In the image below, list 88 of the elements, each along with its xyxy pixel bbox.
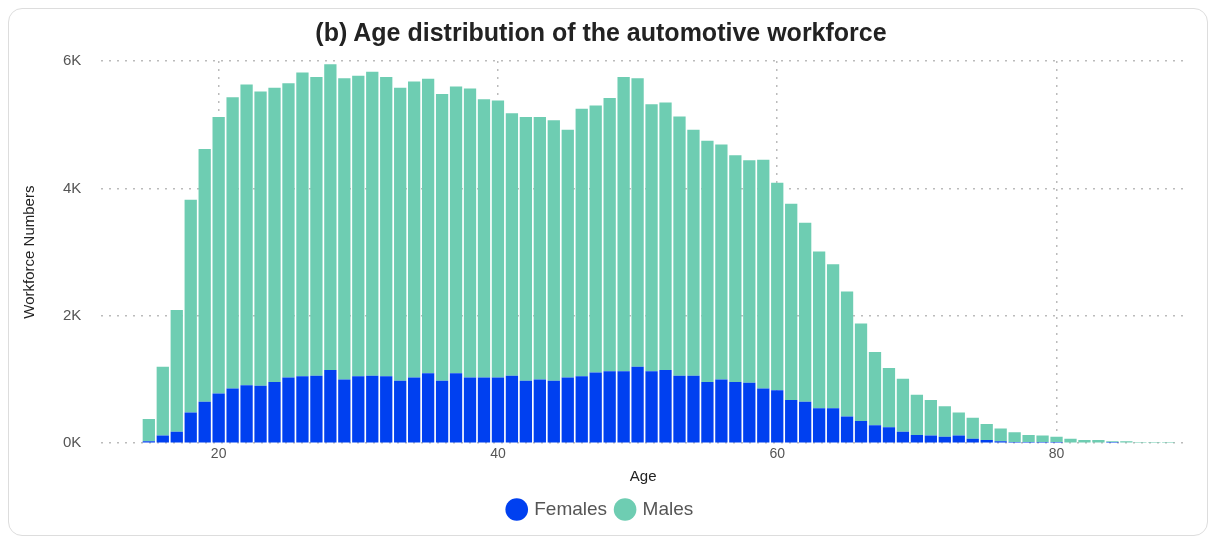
- bar: [854, 323, 868, 421]
- bar: [561, 377, 574, 443]
- bar: [449, 373, 463, 443]
- bar: [380, 376, 393, 443]
- bar: [533, 379, 546, 443]
- bar: [463, 377, 477, 443]
- bar: [575, 376, 588, 443]
- bar: [868, 352, 882, 426]
- bar: [198, 401, 211, 443]
- x-axis-title: Age: [629, 467, 657, 485]
- bar: [882, 427, 896, 443]
- bar: [394, 380, 407, 443]
- bar: [547, 380, 560, 443]
- bar: [882, 368, 896, 428]
- bar: [170, 431, 183, 443]
- x-tick-label: 80: [1048, 445, 1065, 462]
- bar: [868, 425, 882, 443]
- bar: [435, 94, 449, 381]
- y-tick-label: 2K: [62, 305, 82, 323]
- bar: [170, 310, 183, 432]
- bar: [156, 366, 169, 436]
- y-tick-label: 0K: [62, 433, 82, 451]
- bar: [743, 382, 756, 443]
- bar: [799, 401, 812, 443]
- bar: [408, 377, 421, 443]
- bar: [589, 105, 602, 373]
- legend-label: Females: [534, 497, 608, 519]
- bar: [561, 129, 574, 378]
- bar: [477, 99, 491, 378]
- bar: [771, 390, 784, 443]
- bar: [910, 434, 924, 443]
- y-axis-title: Workforce Numbers: [20, 185, 38, 319]
- bar: [980, 424, 993, 441]
- bar: [757, 388, 770, 443]
- bar: [519, 380, 533, 443]
- y-tick-label: 4K: [62, 178, 82, 196]
- bar: [966, 417, 979, 439]
- bar: [366, 71, 379, 376]
- bar: [547, 120, 560, 381]
- bar: [854, 420, 868, 443]
- bar: [198, 148, 211, 402]
- bar: [826, 264, 840, 409]
- y-tick-label: 6K: [62, 51, 82, 69]
- bar: [505, 375, 519, 443]
- bar: [505, 113, 519, 376]
- bar: [366, 375, 379, 443]
- x-tick-label: 60: [769, 445, 786, 462]
- bar: [421, 373, 435, 443]
- bar: [840, 416, 854, 443]
- bar: [394, 87, 407, 381]
- bar: [771, 182, 784, 391]
- bar: [757, 159, 770, 389]
- bar: [743, 160, 756, 383]
- bar: [812, 408, 826, 443]
- bar: [435, 380, 449, 443]
- bar: [812, 251, 826, 409]
- bar: [896, 431, 910, 443]
- bar: [491, 100, 505, 378]
- bar: [491, 377, 505, 443]
- bar: [352, 376, 365, 443]
- bar: [184, 199, 197, 413]
- bar: [799, 222, 812, 402]
- bar: [519, 117, 533, 381]
- bar: [910, 394, 924, 435]
- bar: [463, 88, 477, 378]
- legend-label: Males: [642, 497, 694, 519]
- bar: [785, 203, 798, 400]
- bar: [408, 81, 421, 378]
- bar: [142, 418, 155, 442]
- bar: [477, 377, 491, 443]
- chart-title: (b) Age distribution of the automotive workforce: [315, 17, 887, 46]
- bar: [575, 108, 588, 377]
- bar: [840, 291, 854, 417]
- bar: [421, 78, 435, 374]
- bar: [938, 406, 951, 437]
- bar: [352, 75, 365, 377]
- bar: [589, 372, 602, 443]
- bar: [184, 412, 197, 443]
- bar: [380, 76, 393, 377]
- x-tick-label: 40: [490, 445, 506, 462]
- bar: [449, 86, 463, 374]
- bar: [952, 412, 965, 436]
- bar: [785, 399, 798, 443]
- bar: [896, 378, 910, 432]
- bar: [924, 399, 937, 436]
- bar: [826, 408, 840, 443]
- bar: [533, 117, 546, 380]
- x-tick-label: 20: [210, 445, 227, 462]
